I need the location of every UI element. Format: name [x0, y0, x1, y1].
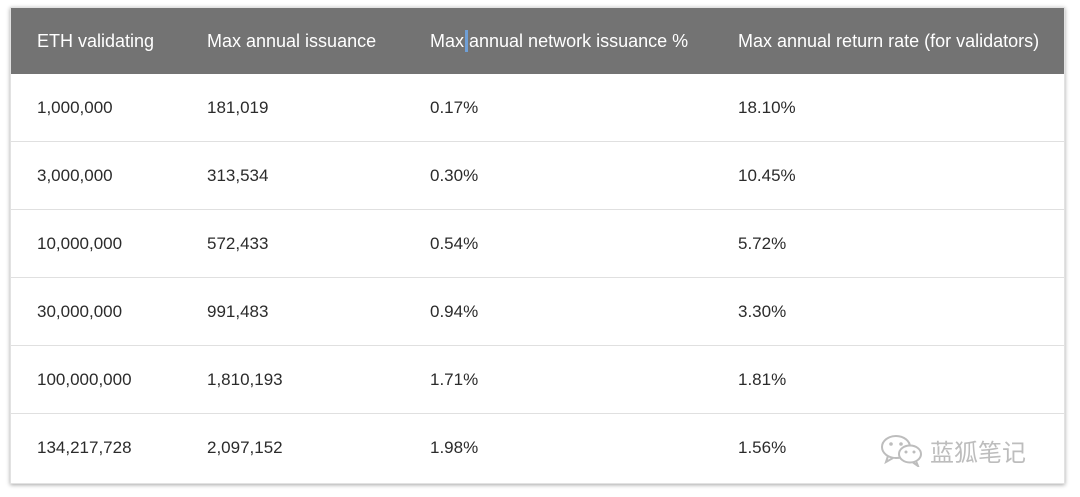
table-header: ETH validating Max annual issuance Max a…	[11, 8, 1064, 74]
cell-eth-validating: 1,000,000	[37, 97, 113, 117]
table-row: 1,000,000 181,019 0.17% 18.10%	[11, 74, 1064, 142]
header-eth-validating: ETH validating	[37, 30, 155, 51]
cell-eth-validating: 3,000,000	[37, 165, 113, 185]
cell-max-annual-issuance: 2,097,152	[207, 438, 283, 457]
cell-network-issuance-pct: 0.30%	[430, 165, 479, 185]
cell-return-rate: 10.45%	[738, 165, 796, 185]
table-row: 10,000,000 572,433 0.54% 5.72%	[11, 210, 1064, 278]
cell-return-rate: 5.72%	[738, 233, 787, 253]
cell-return-rate: 1.81%	[738, 369, 787, 389]
cell-max-annual-issuance: 572,433	[207, 233, 269, 253]
header-max-network-issuance-pct: Max annual network issuance %	[430, 30, 689, 51]
watermark-text: 蓝狐笔记	[930, 439, 1026, 467]
table-row: 30,000,000 991,483 0.94% 3.30%	[11, 278, 1064, 346]
cell-eth-validating: 134,217,728	[37, 438, 132, 457]
issuance-table: ETH validating Max annual issuance Max a…	[10, 7, 1065, 484]
cell-max-annual-issuance: 1,810,193	[207, 369, 283, 389]
cell-network-issuance-pct: 0.17%	[430, 97, 479, 117]
cell-network-issuance-pct: 1.98%	[430, 438, 479, 457]
cell-return-rate: 1.56%	[738, 438, 787, 457]
cell-return-rate: 3.30%	[738, 301, 787, 321]
header-max-annual-issuance: Max annual issuance	[207, 30, 377, 51]
cell-network-issuance-pct: 0.94%	[430, 301, 479, 321]
cell-network-issuance-pct: 0.54%	[430, 233, 479, 253]
cell-eth-validating: 100,000,000	[37, 369, 132, 389]
text-cursor	[465, 30, 468, 52]
table-row: 3,000,000 313,534 0.30% 10.45%	[11, 142, 1064, 210]
cell-eth-validating: 10,000,000	[37, 233, 123, 253]
cell-max-annual-issuance: 313,534	[207, 165, 269, 185]
cell-eth-validating: 30,000,000	[37, 301, 123, 321]
wechat-icon	[880, 433, 924, 467]
table-row: 134,217,728 2,097,152 1.98% 1.56%	[11, 414, 1064, 482]
cell-max-annual-issuance: 181,019	[207, 97, 269, 117]
watermark: 蓝狐笔记	[880, 430, 1026, 470]
table-row: 100,000,000 1,810,193 1.71% 1.81%	[11, 346, 1064, 414]
header-max-return-rate: Max annual return rate (for validators)	[738, 30, 1040, 51]
cell-max-annual-issuance: 991,483	[207, 301, 269, 321]
cell-network-issuance-pct: 1.71%	[430, 369, 479, 389]
cell-return-rate: 18.10%	[738, 97, 796, 117]
